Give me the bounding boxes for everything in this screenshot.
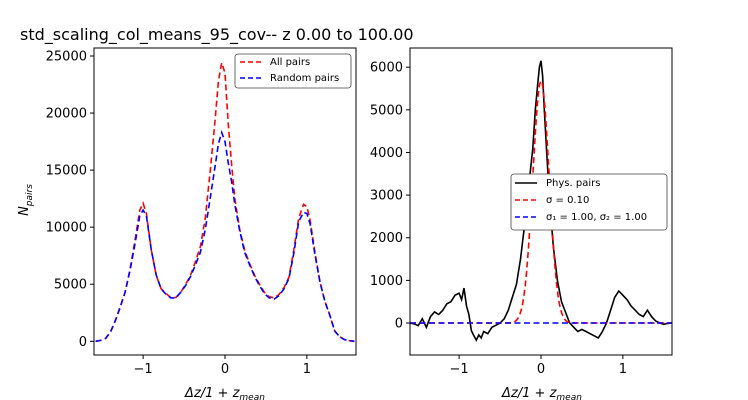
- right-xtick-label: 0: [537, 362, 545, 377]
- left-plot-area: [95, 62, 355, 343]
- left-xlabel-main: Δz/1 + z: [184, 386, 241, 400]
- right-legend: Phys. pairs σ = 0.10 σ₁ = 1.00, σ₂ = 1.0…: [510, 173, 668, 231]
- right-ytick-label: 0: [395, 317, 403, 332]
- left-ytick-label: 20000: [46, 107, 87, 122]
- right-plot-area: [410, 60, 672, 342]
- right-xlabel-main: Δz/1 + z: [501, 386, 558, 400]
- left-xtick-label: −1: [134, 362, 153, 377]
- figure-title: std_scaling_col_means_95_cov-- z 0.00 to…: [20, 25, 414, 45]
- left-series-line-1: [95, 129, 355, 343]
- left-ylabel: Npairs: [17, 184, 35, 216]
- right-ticks: −1 0 1 0 1000 2000 3000 4000 5000 6000: [370, 61, 627, 377]
- legend-label-sigma12: σ₁ = 1.00, σ₂ = 1.00: [546, 212, 647, 223]
- right-ytick-label: 6000: [370, 61, 403, 76]
- left-ytick-label: 5000: [54, 278, 87, 293]
- legend-label-phys-pairs: Phys. pairs: [546, 178, 600, 189]
- right-ytick-label: 3000: [370, 189, 403, 204]
- legend-label-random-pairs: Random pairs: [270, 73, 339, 84]
- right-ytick-label: 5000: [370, 103, 403, 118]
- left-legend: All pairs Random pairs: [234, 53, 352, 89]
- right-xtick-label: −1: [450, 362, 469, 377]
- left-xlabel-sub: mean: [239, 393, 265, 400]
- left-ytick-label: 10000: [46, 221, 87, 236]
- left-xtick-label: 0: [221, 362, 229, 377]
- right-legend-box: [510, 173, 668, 231]
- left-ytick-label: 0: [79, 335, 87, 350]
- right-xtick-label: 1: [619, 362, 627, 377]
- left-ylabel-sub: pairs: [25, 184, 35, 207]
- right-panel: −1 0 1 0 1000 2000 3000 4000 5000 6000 Δz/1 + zme…: [370, 47, 673, 400]
- legend-label-all-pairs: All pairs: [270, 57, 310, 68]
- right-ytick-label: 1000: [370, 274, 403, 289]
- right-xlabel: Δz/1 + zmean: [501, 386, 582, 400]
- left-series-line-0: [95, 62, 355, 343]
- left-panel: −1 0 1 0 5000 10000 15000 20000 25000 Npairs Δz/…: [17, 47, 357, 400]
- left-xlabel: Δz/1 + zmean: [184, 386, 265, 400]
- left-ylabel-main: N: [17, 206, 32, 216]
- right-xlabel-sub: mean: [556, 393, 582, 400]
- left-ytick-label: 25000: [46, 49, 87, 64]
- left-ticks: −1 0 1 0 5000 10000 15000 20000 25000: [46, 49, 311, 377]
- left-axes-frame: [93, 47, 357, 356]
- left-ytick-label: 15000: [46, 164, 87, 179]
- right-series-line-0: [410, 60, 672, 342]
- right-ytick-label: 2000: [370, 231, 403, 246]
- left-legend-box: [234, 53, 352, 89]
- left-xtick-label: 1: [303, 362, 311, 377]
- legend-label-sigma: σ = 0.10: [546, 195, 589, 206]
- right-ytick-label: 4000: [370, 146, 403, 161]
